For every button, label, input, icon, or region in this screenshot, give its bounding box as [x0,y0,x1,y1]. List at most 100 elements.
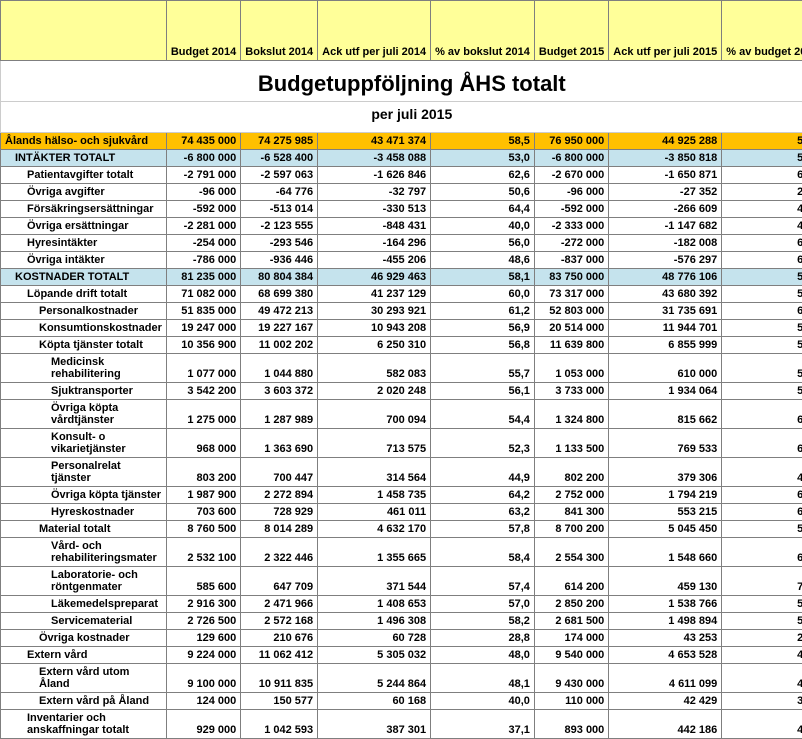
row-cell: 49,5 [722,710,802,739]
col-ack-2015: Ack utf per juli 2015 [609,1,722,61]
row-cell: 71 082 000 [166,286,240,303]
col-label [1,1,167,61]
row-cell: 8 014 289 [241,521,318,538]
row-cell: 802 200 [534,458,608,487]
row-cell: 174 000 [534,630,608,647]
row-cell: -1 650 871 [609,167,722,184]
row-cell: 53,0 [431,150,535,167]
table-row: Övriga kostnader129 600210 67660 72828,8… [1,630,802,647]
row-cell: 58,2 [722,320,802,337]
row-cell: 3 542 200 [166,383,240,400]
row-cell: 50,6 [431,184,535,201]
row-cell: 1 987 900 [166,487,240,504]
row-cell: -2 791 000 [166,167,240,184]
row-label: Personalrelat tjänster [1,458,167,487]
row-cell: 11 944 701 [609,320,722,337]
row-cell: 9 100 000 [166,664,240,693]
row-cell: 1 324 800 [534,400,608,429]
row-cell: 4 653 528 [609,647,722,664]
row-cell: -6 528 400 [241,150,318,167]
row-cell: -27 352 [609,184,722,201]
row-cell: 63,2 [431,504,535,521]
row-cell: 893 000 [534,710,608,739]
row-cell: 51 835 000 [166,303,240,320]
table-row: Konsult- o vikarietjänster968 0001 363 6… [1,429,802,458]
table-row: Konsumtionskostnader19 247 00019 227 167… [1,320,802,337]
row-label: Laboratorie- och röntgenmater [1,567,167,596]
row-cell: 20 514 000 [534,320,608,337]
row-cell: 83 750 000 [534,269,608,286]
row-cell: -254 000 [166,235,240,252]
row-cell: 73 317 000 [534,286,608,303]
row-cell: -164 296 [318,235,431,252]
row-cell: -455 206 [318,252,431,269]
row-cell: 58,0 [722,521,802,538]
row-cell: 68,9 [722,252,802,269]
row-cell: 58,4 [431,538,535,567]
row-cell: -576 297 [609,252,722,269]
row-cell: 52,3 [431,429,535,458]
row-label: Servicematerial [1,613,167,630]
row-label: Inventarier och anskaffningar totalt [1,710,167,739]
row-cell: 703 600 [166,504,240,521]
row-cell: 74,8 [722,567,802,596]
row-label: Extern vård på Åland [1,693,167,710]
row-cell: 60 168 [318,693,431,710]
row-cell: 9 540 000 [534,647,608,664]
row-cell: 1 498 894 [609,613,722,630]
row-cell: 58,2 [431,613,535,630]
row-cell: -786 000 [166,252,240,269]
row-cell: -6 800 000 [534,150,608,167]
row-cell: 57,4 [431,567,535,596]
row-cell: 841 300 [534,504,608,521]
row-cell: 2 272 894 [241,487,318,504]
row-cell: 19 227 167 [241,320,318,337]
table-row: Övriga avgifter-96 000-64 776-32 79750,6… [1,184,802,201]
row-cell: 1 458 735 [318,487,431,504]
col-ack-2014: Ack utf per juli 2014 [318,1,431,61]
row-cell: 31 735 691 [609,303,722,320]
row-cell: 28,8 [431,630,535,647]
row-cell: 1 044 880 [241,354,318,383]
row-cell: 74 435 000 [166,133,240,150]
row-cell: 51,8 [722,383,802,400]
row-cell: 40,0 [431,218,535,235]
row-cell: 1 548 660 [609,538,722,567]
row-cell: 30 293 921 [318,303,431,320]
row-cell: 929 000 [166,710,240,739]
row-cell: 459 130 [609,567,722,596]
row-cell: 60,0 [431,286,535,303]
row-cell: 4 632 170 [318,521,431,538]
row-cell: 6 855 999 [609,337,722,354]
row-cell: 43 680 392 [609,286,722,303]
row-cell: 56,0 [431,235,535,252]
row-cell: 44 925 288 [609,133,722,150]
row-cell: 48 776 106 [609,269,722,286]
row-label: Läkemedelspreparat [1,596,167,613]
row-cell: 58,9 [722,337,802,354]
row-label: Försäkringsersättningar [1,201,167,218]
row-cell: 38,6 [722,693,802,710]
table-row: Material totalt8 760 5008 014 2894 632 1… [1,521,802,538]
row-cell: 37,1 [431,710,535,739]
row-label: Patientavgifter totalt [1,167,167,184]
row-cell: 1 287 989 [241,400,318,429]
row-cell: -2 281 000 [166,218,240,235]
row-cell: -592 000 [534,201,608,218]
row-label: Extern vård utom Åland [1,664,167,693]
row-label: Konsumtionskostnader [1,320,167,337]
row-cell: 80 804 384 [241,269,318,286]
row-cell: 64,4 [431,201,535,218]
table-row: Övriga köpta vårdtjänster1 275 0001 287 … [1,400,802,429]
row-label: Löpande drift totalt [1,286,167,303]
row-cell: -6 800 000 [166,150,240,167]
table-row: Patientavgifter totalt-2 791 000-2 597 0… [1,167,802,184]
row-cell: 379 306 [609,458,722,487]
row-cell: 19 247 000 [166,320,240,337]
row-cell: 81 235 000 [166,269,240,286]
row-cell: 3 733 000 [534,383,608,400]
table-row: KOSTNADER TOTALT81 235 00080 804 38446 9… [1,269,802,286]
row-cell: 60,1 [722,303,802,320]
row-cell: 24,9 [722,630,802,647]
row-label: Material totalt [1,521,167,538]
